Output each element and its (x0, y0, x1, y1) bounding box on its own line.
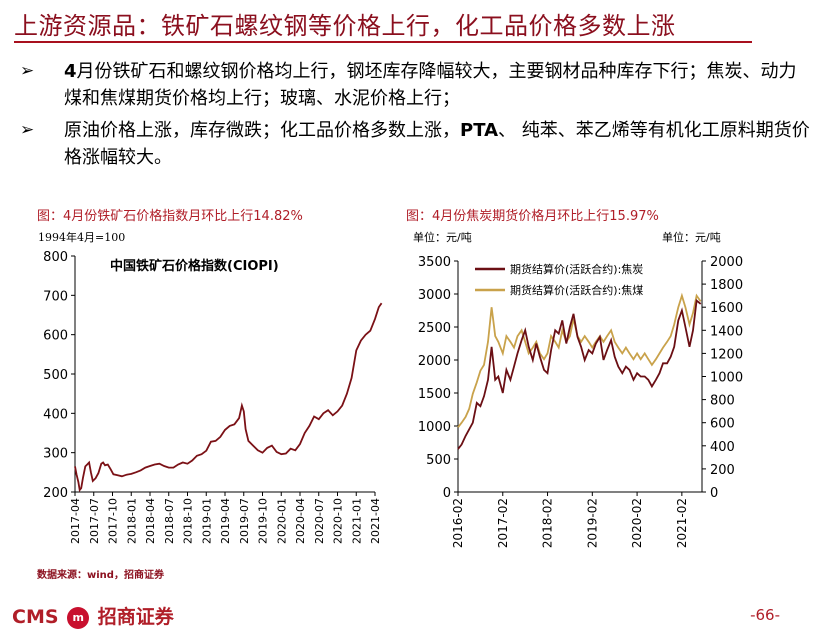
logo-text: CMS (12, 606, 59, 628)
left-y-tick-label: 3500 (418, 255, 451, 270)
x-tick-label: 2020-04 (294, 498, 307, 544)
left-y-tick-label: 500 (426, 453, 451, 468)
x-tick-label: 2018-10 (182, 498, 195, 544)
x-tick-label: 2019-04 (219, 498, 232, 544)
page-number: -66- (750, 606, 780, 624)
left-y-tick-label: 2500 (418, 321, 451, 336)
left-y-tick-label: 2000 (418, 354, 451, 369)
x-tick-label: 2019-07 (238, 498, 251, 544)
x-tick-label: 2019-01 (200, 498, 213, 544)
x-tick-label: 2017-04 (69, 498, 82, 544)
right-y-tick-label: 1200 (710, 347, 743, 362)
x-tick-label: 2020-02 (630, 498, 644, 548)
right-y-tick-label: 800 (710, 394, 735, 409)
bullet-item: ➢ 4月份铁矿石和螺纹钢价格均上行，钢坯库存降幅较大，主要钢材品种库存下行；焦炭… (20, 58, 810, 112)
logo-badge-icon: m (67, 607, 90, 629)
bullet-item: ➢ 原油价格上涨，库存微跌；化工品价格多数上涨，PTA、 纯苯、苯乙烯等有机化工… (20, 117, 810, 171)
y-tick-label: 500 (43, 368, 68, 383)
right-y-tick-label: 0 (710, 486, 718, 501)
right-y-tick-label: 1400 (710, 324, 743, 339)
x-tick-label: 2021-01 (350, 498, 363, 544)
x-tick-label: 2017-02 (496, 498, 510, 548)
coke-futures-chart: 0 500 1000 1500 2000 2500 3000 3500 0 200 400 600 80… (418, 255, 743, 548)
legend-label: 期货结算价(活跃合约):焦炭 (510, 262, 643, 276)
coke-futures-line (457, 298, 702, 450)
x-tick-label: 2017-10 (107, 498, 120, 544)
y-tick-label: 800 (43, 250, 68, 265)
right-chart-title: 图：4月份焦炭期货价格月环比上行15.97% (406, 209, 659, 224)
iron-ore-chart: 200 300 400 500 600 700 800 2017-04 2017-07 2017-… (43, 250, 383, 544)
logo-cn: 招商证券 (97, 606, 174, 628)
legend-label: 期货结算价(活跃合约):焦煤 (510, 283, 643, 297)
page-title: 上游资源品：铁矿石螺纹钢等价格上行，化工品价格多数上涨 (14, 12, 676, 40)
right-y-tick-label: 400 (710, 440, 735, 455)
x-tick-label: 2020-01 (275, 498, 288, 544)
y-tick-label: 600 (43, 329, 68, 344)
x-tick-label: 2018-07 (163, 498, 176, 544)
data-source: 数据来源：wind，招商证券 (37, 570, 164, 581)
unit-left-label: 单位：元/吨 (413, 231, 472, 244)
left-y-tick-label: 0 (443, 486, 451, 501)
left-chart-title: 图：4月份铁矿石价格指数月环比上行14.82% (37, 209, 303, 224)
base-note: 1994年4月=100 (38, 231, 126, 244)
x-tick-label: 2017-07 (88, 498, 101, 544)
left-y-tick-label: 1000 (418, 420, 451, 435)
left-y-tick-label: 3000 (418, 288, 451, 303)
right-y-tick-label: 1800 (710, 278, 743, 293)
title-underline (14, 41, 752, 43)
bullet-text: 原油价格上涨，库存微跌；化工品价格多数上涨， (64, 120, 460, 141)
series-title: 中国铁矿石价格指数(CIOPI) (110, 258, 279, 274)
x-tick-label: 2018-04 (144, 498, 157, 544)
right-y-tick-label: 2000 (710, 255, 743, 270)
bullet-list: ➢ 4月份铁矿石和螺纹钢价格均上行，钢坯库存降幅较大，主要钢材品种库存下行；焦炭… (20, 58, 810, 176)
coking-coal-futures-line (457, 292, 702, 428)
y-tick-label: 300 (43, 447, 68, 462)
iron-ore-index-line (74, 302, 383, 493)
arrow-bullet-icon: ➢ (20, 61, 35, 81)
left-y-tick-label: 1500 (418, 387, 451, 402)
bullet-text: 、 纯苯、苯乙烯等有机化工原料期货价格涨幅较大。 (64, 120, 810, 168)
right-y-tick-label: 200 (710, 463, 735, 478)
unit-right-label: 单位：元/吨 (662, 231, 721, 244)
arrow-bullet-icon: ➢ (20, 120, 35, 140)
x-tick-label: 2020-07 (313, 498, 326, 544)
x-tick-label: 2020-10 (332, 498, 345, 544)
right-y-tick-label: 1000 (710, 371, 743, 386)
right-y-tick-label: 1600 (710, 301, 743, 316)
right-y-tick-label: 600 (710, 417, 735, 432)
bullet-bold: PTA (460, 120, 499, 141)
y-tick-label: 700 (43, 289, 68, 304)
brand-logo: CMS m 招商证券 (12, 602, 174, 629)
x-tick-label: 2019-02 (585, 498, 599, 548)
y-tick-label: 200 (43, 486, 68, 501)
bullet-prefix: 4 (64, 61, 77, 82)
x-tick-label: 2021-04 (369, 498, 382, 544)
bullet-text: 月份铁矿石和螺纹钢价格均上行，钢坯库存降幅较大，主要钢材品种库存下行；焦炭、动力… (64, 61, 797, 109)
x-tick-label: 2018-01 (125, 498, 138, 544)
x-tick-label: 2019-10 (257, 498, 270, 544)
x-tick-label: 2021-02 (675, 498, 689, 548)
x-tick-label: 2018-02 (541, 498, 555, 548)
x-tick-label: 2016-02 (451, 498, 465, 548)
y-tick-label: 400 (43, 407, 68, 422)
